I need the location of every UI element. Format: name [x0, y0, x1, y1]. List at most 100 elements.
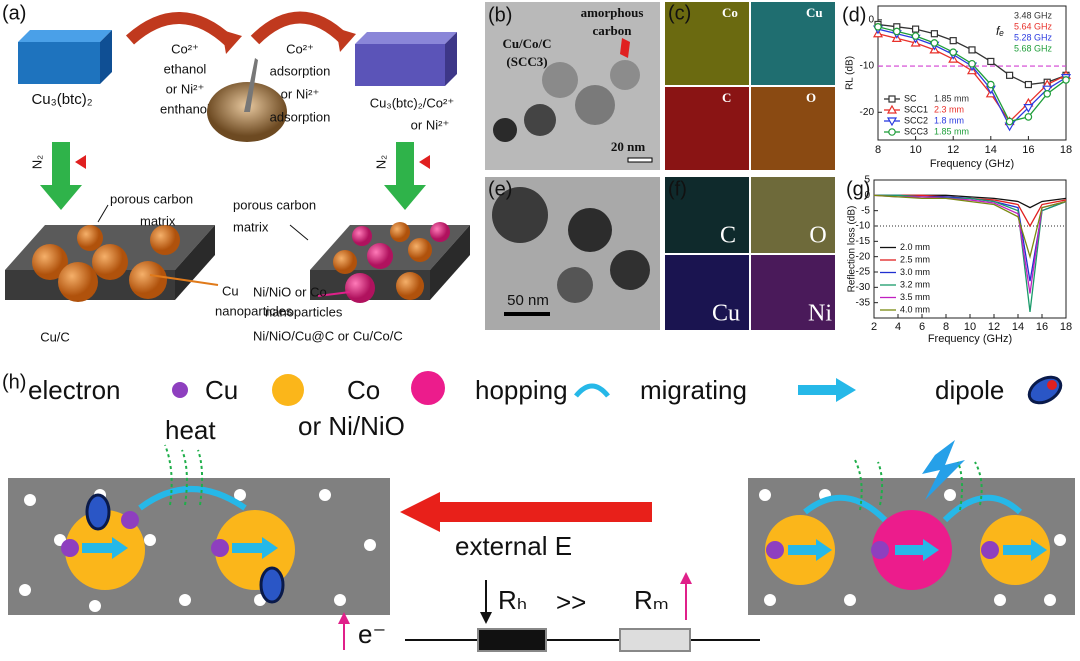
arrow-head	[680, 572, 692, 584]
crystal-doped	[355, 44, 445, 86]
marker	[930, 30, 939, 38]
migrating-icon	[836, 378, 856, 402]
map-c	[665, 87, 749, 170]
crystal-top	[355, 32, 457, 44]
x-tick-label: 6	[919, 321, 925, 333]
callout: Cu	[222, 283, 239, 298]
particle	[524, 104, 556, 136]
marker	[1043, 89, 1052, 98]
product: Ni/NiO/Cu@C or Cu/Co/C	[253, 328, 403, 343]
arrow	[250, 11, 350, 45]
crystal-top	[18, 30, 112, 42]
migration	[788, 545, 816, 555]
gas: N₂	[373, 155, 388, 169]
co-particle	[367, 243, 393, 269]
marker	[886, 104, 898, 114]
scale-bar	[504, 312, 550, 316]
legend-text: dipole	[935, 375, 1004, 405]
particle	[610, 250, 650, 290]
precursor: Cu₃(btc)₂	[31, 91, 92, 108]
scale-text: 50 nm	[507, 292, 549, 309]
x-tick-label: 8	[875, 144, 881, 156]
legend-text: Co	[347, 375, 380, 405]
resonance-frequency: 3.48 GHz	[1014, 10, 1053, 20]
step-text: Co²⁺	[171, 41, 199, 56]
callout: matrix	[140, 213, 176, 228]
plot-frame	[873, 179, 1067, 319]
legend-label: 3.5 mm	[900, 292, 930, 302]
electron	[61, 539, 79, 557]
marker	[419, 155, 430, 169]
y-tick-label: -10	[856, 221, 871, 232]
y-tick-label: -20	[856, 251, 871, 262]
marker	[1042, 85, 1053, 95]
x-tick-label: 14	[1012, 321, 1024, 333]
stirrer	[244, 58, 258, 112]
x-tick-label: 18	[1060, 321, 1072, 333]
x-axis-label: Frequency (GHz)	[930, 158, 1014, 170]
hopping	[803, 494, 1023, 523]
gas: N₂	[29, 155, 44, 169]
sample: Cu/Co/C	[502, 36, 551, 51]
step-text: ethanol	[164, 61, 207, 76]
marker	[1024, 80, 1033, 89]
callout: porous carbon	[233, 197, 316, 212]
cu-particle	[58, 262, 98, 302]
x-tick-label: 4	[895, 321, 901, 333]
legend-text: hopping	[475, 375, 568, 405]
legend-label: 3.2 mm	[900, 279, 930, 289]
legend-label: 2.0 mm	[900, 242, 930, 252]
cu-particle	[92, 244, 128, 280]
marker	[911, 25, 920, 33]
intermediate: or Ni²⁺	[411, 117, 450, 132]
arrow-head	[336, 28, 356, 52]
map-co	[665, 2, 749, 85]
marker	[930, 39, 939, 47]
x-tick-label: 10	[964, 321, 976, 333]
x-tick-label: 16	[1036, 321, 1048, 333]
migration	[895, 545, 923, 555]
map-label: O	[809, 223, 826, 249]
series-line	[873, 194, 1067, 260]
cu-particle	[408, 238, 432, 262]
panel-label: (c)	[668, 2, 691, 24]
particle	[493, 118, 517, 142]
legend-text: migrating	[640, 375, 747, 405]
map-cu	[751, 2, 835, 85]
map-label: Cu	[806, 5, 823, 20]
arrow-head	[338, 612, 350, 624]
callout: porous carbon	[110, 191, 193, 206]
x-tick-label: 14	[985, 144, 997, 156]
y-tick-label: 0	[864, 190, 870, 201]
marker	[892, 27, 901, 36]
step-text: adsorption	[270, 63, 331, 78]
product: Cu/C	[40, 329, 70, 344]
electron	[211, 539, 229, 557]
crystal-side	[100, 30, 112, 84]
scale-text: 20 nm	[611, 139, 645, 154]
map-label: C	[722, 90, 731, 105]
panel-label: (b)	[488, 4, 512, 26]
annotation: amorphous	[581, 5, 644, 20]
series-line	[873, 194, 1067, 294]
particle	[492, 187, 548, 243]
hopping-icon	[574, 383, 610, 398]
arrow	[125, 12, 235, 47]
resistor-h	[477, 628, 547, 652]
map-label: Ni	[808, 301, 832, 327]
x-tick-label: 12	[988, 321, 1000, 333]
pointer	[317, 291, 351, 297]
co-particle	[345, 273, 375, 303]
map-ni	[751, 255, 835, 330]
co-particle	[430, 222, 450, 242]
resistor-m	[619, 628, 691, 652]
marker	[888, 95, 896, 103]
marker	[1005, 71, 1014, 79]
map-label: O	[806, 90, 816, 105]
map-o	[751, 87, 835, 170]
intermediate: Cu₃(btc)₂/Co²⁺	[370, 95, 454, 110]
electron	[121, 511, 139, 529]
annotation: carbon	[593, 23, 633, 38]
y-tick-label: -30	[856, 282, 871, 293]
particle	[610, 60, 640, 90]
